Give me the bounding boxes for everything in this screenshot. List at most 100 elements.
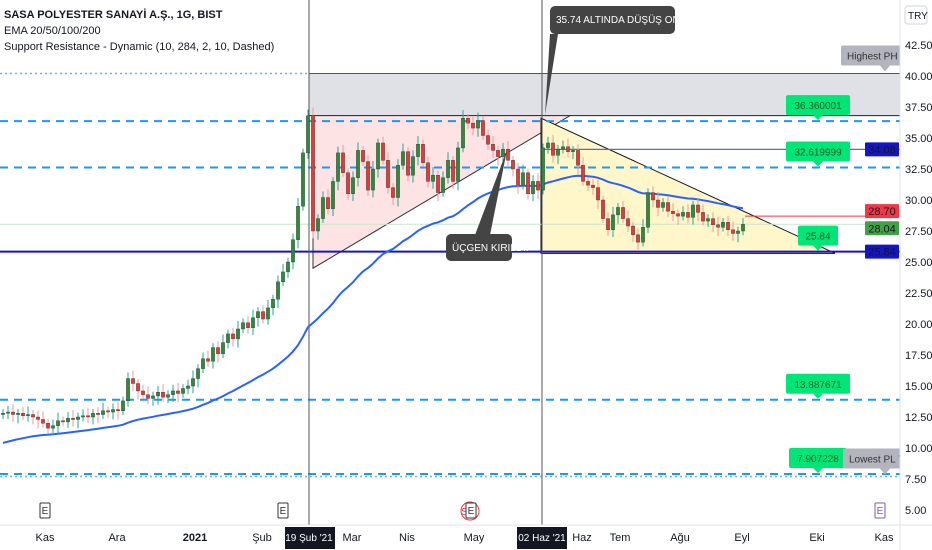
candle: [621, 207, 625, 219]
candle: [286, 261, 290, 273]
pivot-label-pointer: [880, 468, 890, 475]
candle: [181, 388, 185, 394]
candle: [336, 152, 340, 182]
earnings-marker-label: E: [42, 506, 49, 517]
candle: [736, 230, 740, 234]
candle: [236, 328, 240, 340]
candle: [446, 160, 450, 178]
price-tick: 37.50: [905, 102, 932, 114]
indicator-ema[interactable]: EMA 20/50/100/200: [4, 25, 101, 37]
candle: [51, 425, 55, 429]
currency-button[interactable]: [904, 5, 928, 25]
candle: [541, 147, 545, 191]
candle: [496, 150, 500, 157]
indicator-support-resistance[interactable]: Support Resistance - Dynamic (10, 284, 2…: [4, 41, 275, 53]
candle: [671, 210, 675, 214]
candle: [681, 212, 685, 217]
candle: [171, 390, 175, 395]
candle: [151, 395, 155, 399]
candle: [666, 202, 670, 212]
candle: [11, 411, 15, 415]
candle: [476, 120, 480, 129]
earnings-marker[interactable]: [874, 502, 886, 519]
candle: [511, 160, 515, 170]
candle: [646, 192, 650, 228]
candle: [131, 378, 135, 384]
crosshair-time-label: 02 Haz '21: [518, 533, 566, 544]
candle: [421, 143, 425, 163]
price-tick: 25.00: [905, 257, 932, 269]
price-label: 28.70: [868, 206, 896, 218]
candle: [626, 218, 630, 227]
candle: [26, 414, 30, 416]
candle: [186, 385, 190, 389]
earnings-marker[interactable]: [465, 502, 477, 519]
price-tick: 42.50: [905, 40, 932, 52]
pivot-label: Lowest PL 7.7: [849, 455, 912, 466]
candle: [146, 394, 150, 399]
candle: [296, 205, 300, 240]
candle: [506, 148, 510, 161]
time-tick: Tem: [610, 532, 631, 544]
candle: [226, 333, 230, 343]
price-tick: 22.50: [905, 288, 932, 300]
candle: [61, 420, 65, 423]
candle: [436, 174, 440, 193]
price-tick: 40.00: [905, 71, 932, 83]
candle: [661, 202, 665, 208]
price-tick: 20.00: [905, 319, 932, 331]
candle: [571, 150, 575, 152]
candle: [86, 415, 90, 418]
candle: [491, 143, 495, 151]
crosshair-time-label: 19 Şub '21: [285, 533, 333, 544]
candle: [106, 410, 110, 413]
earnings-marker[interactable]: [39, 502, 51, 519]
price-tick: 32.50: [905, 164, 932, 176]
candle: [631, 225, 635, 235]
candle: [101, 410, 105, 415]
split-marker-label: S: [461, 507, 468, 518]
time-tick: Eki: [809, 532, 824, 544]
crosshair-time-box: [285, 527, 335, 549]
candle: [531, 181, 535, 194]
candle: [351, 177, 355, 194]
candle: [501, 148, 505, 157]
candle: [616, 207, 620, 216]
pivot-label-box: [843, 448, 913, 469]
candle: [251, 317, 255, 328]
candle: [696, 204, 700, 213]
time-tick: 2021: [183, 532, 207, 544]
candle: [201, 358, 205, 369]
candle: [526, 172, 530, 195]
candle: [726, 222, 730, 230]
time-tick: Şub: [252, 532, 272, 544]
candle: [686, 212, 690, 218]
candle: [231, 333, 235, 340]
candle: [321, 197, 325, 219]
candle: [656, 199, 660, 208]
candle: [701, 212, 705, 222]
candle: [591, 184, 595, 188]
pivot-label: Highest PH 40.2: [847, 52, 920, 63]
candle: [581, 165, 585, 182]
earnings-marker[interactable]: [277, 502, 289, 519]
candle: [601, 199, 605, 219]
price-label: 28.04: [868, 223, 896, 235]
candle: [521, 172, 525, 186]
candle: [691, 204, 695, 218]
candle: [451, 160, 455, 182]
candle: [731, 229, 735, 234]
earnings-marker-label: E: [877, 506, 884, 517]
candle: [316, 218, 320, 232]
level-label-pointer: [813, 393, 823, 399]
candle: [721, 222, 725, 228]
candle: [566, 146, 570, 152]
level-label-box: [786, 95, 850, 116]
price-label-box: [865, 142, 899, 157]
price-tick: 12.50: [905, 412, 932, 424]
ema-line: [2, 174, 744, 444]
level-label-box: [786, 373, 850, 394]
earnings-marker-label: E: [468, 506, 475, 517]
price-tick: 35.00: [905, 133, 932, 145]
